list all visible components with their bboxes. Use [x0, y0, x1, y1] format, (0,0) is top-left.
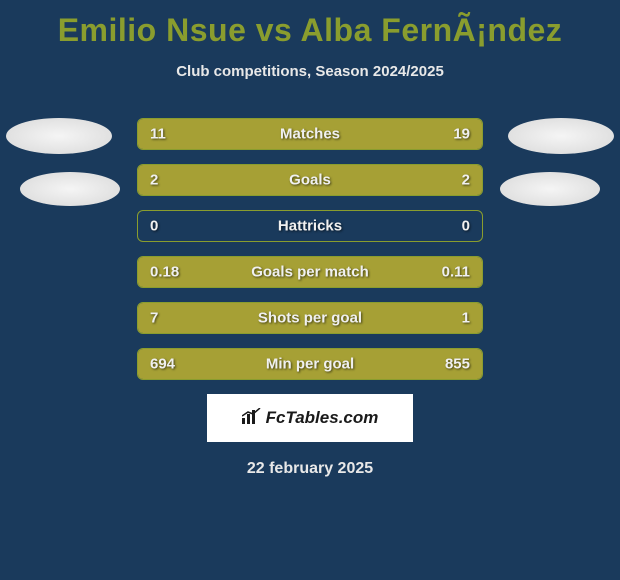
stat-row: 0.18 Goals per match 0.11	[137, 256, 483, 288]
player-photo-left-1	[6, 118, 112, 154]
stat-row: 2 Goals 2	[137, 164, 483, 196]
logo-text: FcTables.com	[242, 408, 379, 429]
stat-value-right: 855	[445, 356, 470, 373]
stat-fill-right	[310, 165, 482, 195]
stat-value-right: 2	[462, 172, 470, 189]
stat-value-left: 11	[150, 126, 166, 143]
stat-label: Goals	[289, 172, 331, 189]
stat-value-right: 19	[453, 126, 470, 143]
header: Emilio Nsue vs Alba FernÃ¡ndez Club comp…	[0, 0, 620, 80]
logo-label: FcTables.com	[266, 408, 379, 428]
stat-value-left: 7	[150, 310, 158, 327]
stat-fill-right	[403, 303, 482, 333]
stat-fill-left	[138, 165, 310, 195]
stat-value-left: 2	[150, 172, 158, 189]
stat-value-left: 0	[150, 218, 158, 235]
chart-icon	[242, 408, 262, 429]
page-title: Emilio Nsue vs Alba FernÃ¡ndez	[0, 12, 620, 49]
logo-box: FcTables.com	[207, 394, 413, 442]
stat-value-right: 0	[462, 218, 470, 235]
stat-label: Shots per goal	[258, 310, 362, 327]
stat-value-left: 0.18	[150, 264, 179, 281]
player-photo-right-2	[500, 172, 600, 206]
stat-label: Hattricks	[278, 218, 342, 235]
stat-row: 694 Min per goal 855	[137, 348, 483, 380]
stat-label: Goals per match	[251, 264, 369, 281]
player-photo-left-2	[20, 172, 120, 206]
stat-row: 0 Hattricks 0	[137, 210, 483, 242]
stat-value-right: 0.11	[442, 264, 470, 281]
stat-value-right: 1	[462, 310, 470, 327]
stat-row: 11 Matches 19	[137, 118, 483, 150]
stat-row: 7 Shots per goal 1	[137, 302, 483, 334]
stat-label: Min per goal	[266, 356, 354, 373]
stat-label: Matches	[280, 126, 340, 143]
stats-container: 11 Matches 19 2 Goals 2 0 Hattricks 0 0.18 Goals p…	[137, 118, 483, 380]
stat-value-left: 694	[150, 356, 175, 373]
page-subtitle: Club competitions, Season 2024/2025	[0, 63, 620, 80]
date-text: 22 february 2025	[0, 460, 620, 478]
player-photo-right-1	[508, 118, 614, 154]
